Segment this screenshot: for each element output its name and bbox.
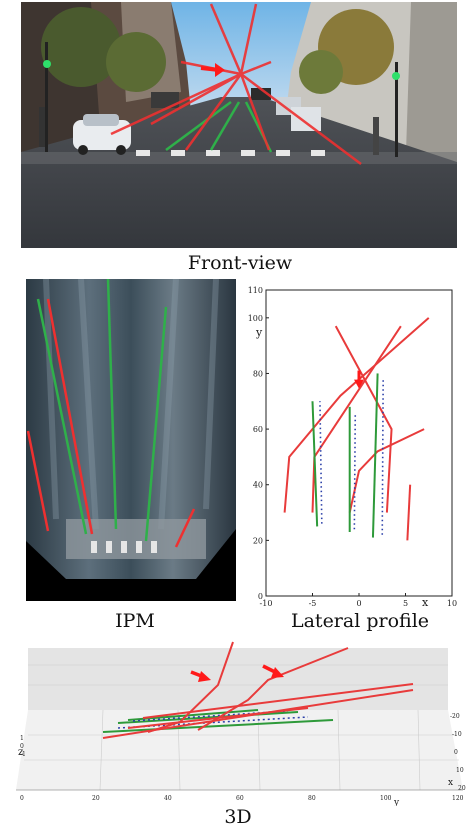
ipm-ground-truth-lanes: [36, 279, 168, 542]
floor: [16, 710, 463, 790]
lateral-y-tick-label: 80: [253, 369, 263, 378]
three-d-ground-truth-lanes: [102, 709, 334, 733]
three-d-y-tick-label: 40: [164, 795, 172, 802]
three-d-y-tick-label: 80: [308, 795, 316, 802]
lateral-x-tick-label: 5: [403, 599, 408, 608]
lateral-y-tick-label: 0: [258, 592, 263, 601]
three-d-x-tick-label: -20: [450, 713, 460, 720]
lateral-x-tick-label: -5: [309, 599, 317, 608]
lateral-y-tick-label: 20: [253, 536, 263, 545]
three-d-y-tick-label: 20: [92, 795, 100, 802]
lateral-y-tick-label: 110: [248, 286, 263, 295]
lateral-series-red-1: [283, 317, 430, 513]
front-view-image: [21, 2, 457, 248]
lateral-ylabel: y: [255, 326, 263, 339]
lateral-y-tick-label: 40: [253, 481, 263, 490]
lateral-series-red-3: [348, 428, 425, 513]
three-d-arrow-icon-2: [262, 664, 284, 678]
three-d-y-tick-label: 100: [380, 795, 392, 802]
lateral-series-green-5: [311, 401, 319, 527]
lateral-x-tick-label: -10: [260, 599, 273, 608]
ipm-image: [26, 279, 236, 601]
crosswalk: [136, 150, 325, 156]
three-d-x-tick-label: -10: [452, 731, 462, 738]
ipm-predicted-lanes: [26, 298, 196, 548]
lateral-arrow-head: [354, 379, 364, 389]
three-d-arrow-icon-1: [190, 670, 211, 682]
three-d-y-label: y: [393, 798, 400, 806]
lateral-profile-caption: Lateral profile: [290, 610, 430, 632]
three-d-caption: 3D: [224, 806, 252, 828]
lateral-series-blue_dotted-10: [381, 379, 384, 535]
three-d-z-label: z: [18, 747, 23, 758]
lateral-xlabel: x: [422, 596, 429, 609]
back-wall: [28, 648, 448, 710]
lateral-y-tick-label: 60: [253, 425, 263, 434]
three-d-x-tick-label: 0: [454, 749, 458, 756]
lateral-series-red-0: [334, 325, 393, 513]
ipm-caption: IPM: [115, 610, 155, 632]
lateral-plot-frame: [265, 289, 453, 597]
lateral-x-tick-label: 10: [447, 599, 457, 608]
lateral-arrow-icon: [354, 370, 364, 389]
three-d-predicted-lanes: [102, 641, 414, 739]
lateral-series-green-7: [371, 373, 379, 538]
three-d-z-tick-label: 0: [20, 743, 24, 750]
three-d-y-tick-label: 60: [236, 795, 244, 802]
front-view-caption: Front-view: [187, 252, 293, 274]
lateral-y-tick-label: 100: [248, 314, 263, 323]
front-arrow-icon: [200, 63, 225, 77]
lateral-series-blue_dotted-9: [353, 412, 357, 530]
three-d-x-tick-label: 10: [456, 767, 464, 774]
ipm-warped-road: [26, 279, 236, 579]
lateral-x-tick-label: 0: [356, 599, 361, 608]
three-d-z-tick-label: -1: [20, 751, 26, 758]
white-car: [73, 114, 131, 155]
front-predicted-lanes: [110, 3, 362, 165]
three-d-x-tick-label: 20: [458, 785, 466, 792]
three-d-y-tick-label: 0: [20, 795, 24, 802]
three-d-y-tick-label: 120: [452, 795, 464, 802]
three-d-x-label: x: [448, 778, 453, 788]
lateral-series-red-4: [406, 484, 412, 541]
three-d-z-tick-label: 1: [20, 735, 24, 742]
